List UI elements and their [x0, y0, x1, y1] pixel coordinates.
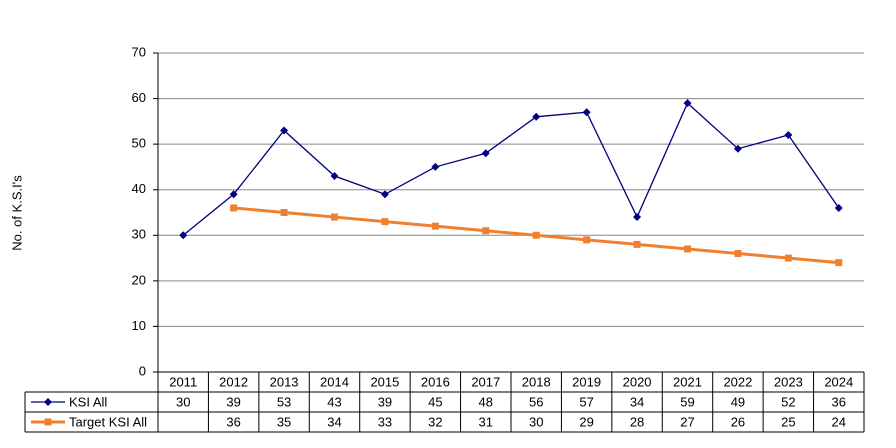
- marker: [481, 149, 490, 158]
- marker: [532, 231, 540, 239]
- y-tick-label: 60: [132, 90, 146, 105]
- series-line: [182, 102, 840, 236]
- marker: [834, 203, 843, 212]
- table-value: 36: [226, 414, 240, 429]
- marker: [734, 250, 742, 258]
- marker: [633, 213, 642, 222]
- marker: [431, 162, 440, 171]
- table-value: 35: [277, 414, 291, 429]
- table-value: 33: [378, 414, 392, 429]
- x-tick-label: 2017: [471, 374, 500, 389]
- table-value: 57: [579, 394, 593, 409]
- x-tick-label: 2024: [824, 374, 853, 389]
- y-tick-label: 20: [132, 272, 146, 287]
- marker: [532, 112, 541, 121]
- table-value: 30: [529, 414, 543, 429]
- table-value: 52: [781, 394, 795, 409]
- x-tick-label: 2018: [522, 374, 551, 389]
- x-tick-label: 2022: [723, 374, 752, 389]
- y-tick-label: 30: [132, 227, 146, 242]
- marker: [835, 259, 843, 267]
- marker: [380, 190, 389, 199]
- marker: [633, 240, 641, 248]
- marker: [381, 218, 389, 226]
- y-tick-label: 0: [139, 363, 146, 378]
- y-tick-label: 10: [132, 318, 146, 333]
- table-value: 34: [630, 394, 644, 409]
- table-value: 25: [781, 414, 795, 429]
- marker: [44, 398, 52, 406]
- x-tick-label: 2015: [370, 374, 399, 389]
- table-value: 49: [731, 394, 745, 409]
- table-value: 29: [579, 414, 593, 429]
- y-axis-label: No. of K.S.I's: [9, 175, 24, 251]
- table-value: 43: [327, 394, 341, 409]
- marker: [784, 254, 792, 262]
- marker: [230, 204, 238, 212]
- marker: [44, 418, 52, 426]
- marker: [280, 126, 289, 135]
- x-tick-label: 2020: [623, 374, 652, 389]
- marker: [229, 190, 238, 199]
- table-value: 59: [680, 394, 694, 409]
- marker: [330, 172, 339, 181]
- table-value: 56: [529, 394, 543, 409]
- y-tick-label: 40: [132, 181, 146, 196]
- table-value: 53: [277, 394, 291, 409]
- table-value: 31: [479, 414, 493, 429]
- table-value: 39: [226, 394, 240, 409]
- x-tick-label: 2013: [270, 374, 299, 389]
- x-tick-label: 2011: [169, 374, 197, 389]
- marker: [583, 236, 591, 244]
- table-value: 39: [378, 394, 392, 409]
- marker: [582, 108, 591, 117]
- table-value: 36: [832, 394, 846, 409]
- y-tick-label: 50: [132, 136, 146, 151]
- x-tick-label: 2019: [572, 374, 601, 389]
- table-value: 45: [428, 394, 442, 409]
- table-value: 27: [680, 414, 694, 429]
- x-tick-label: 2014: [320, 374, 349, 389]
- table-value: 26: [731, 414, 745, 429]
- marker: [733, 144, 742, 153]
- table-value: 28: [630, 414, 644, 429]
- table-value: 24: [832, 414, 846, 429]
- table-value: 32: [428, 414, 442, 429]
- x-tick-label: 2021: [673, 374, 702, 389]
- table-value: 48: [479, 394, 493, 409]
- marker: [683, 99, 692, 108]
- marker: [784, 131, 793, 140]
- table-value: 30: [176, 394, 190, 409]
- x-tick-label: 2012: [219, 374, 248, 389]
- y-tick-label: 70: [132, 44, 146, 59]
- marker: [482, 227, 490, 235]
- marker: [179, 231, 188, 240]
- marker: [431, 222, 439, 230]
- x-tick-label: 2023: [774, 374, 803, 389]
- legend-label: Target KSI All: [69, 414, 147, 429]
- table-value: 34: [327, 414, 341, 429]
- marker: [280, 209, 288, 216]
- marker: [331, 213, 338, 221]
- x-tick-label: 2016: [421, 374, 450, 389]
- legend-label: KSI All: [69, 394, 107, 409]
- marker: [684, 245, 691, 253]
